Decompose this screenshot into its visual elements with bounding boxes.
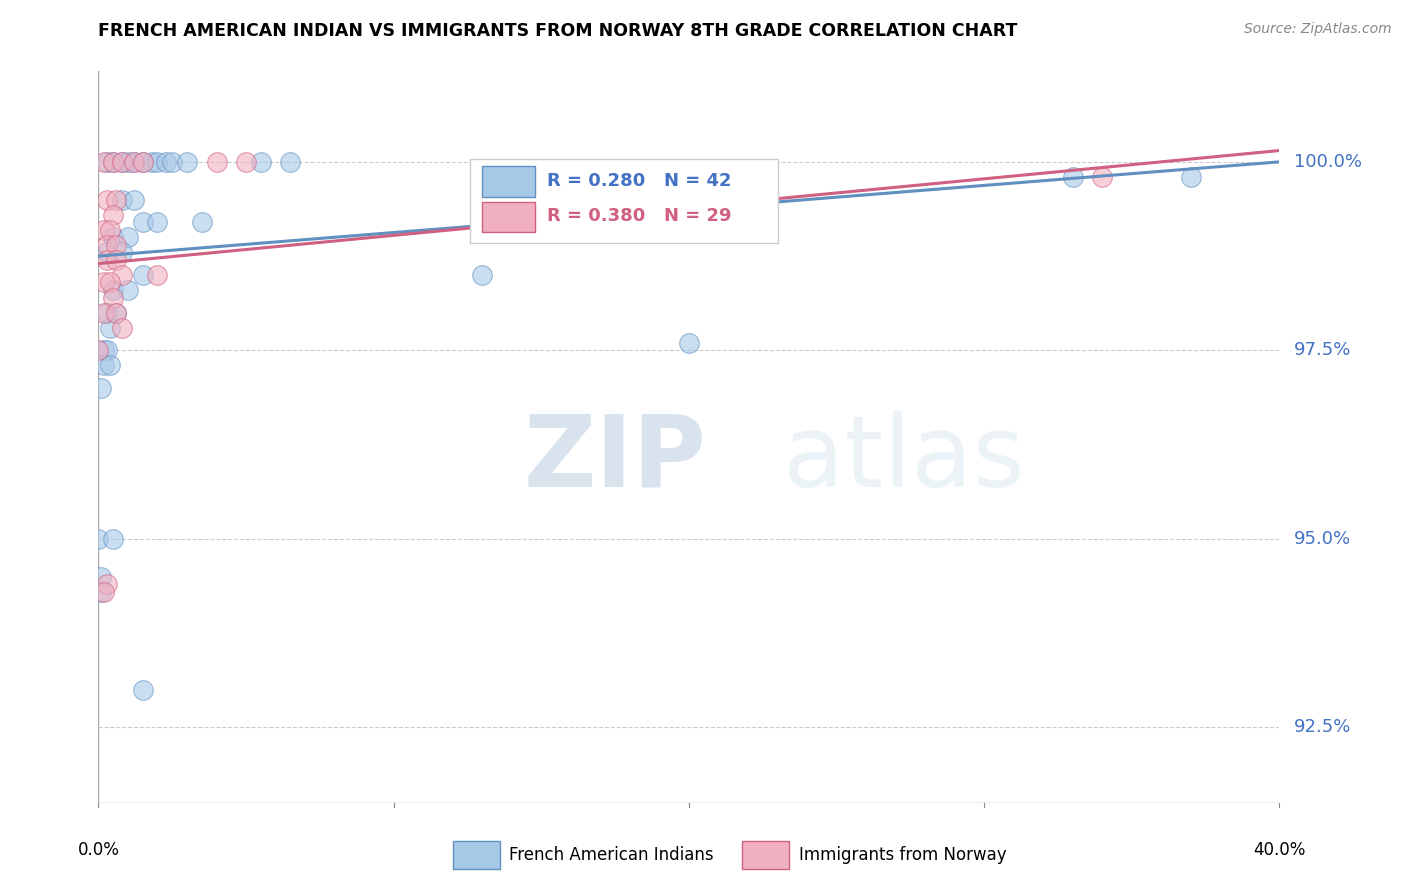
- Point: [111, 268, 134, 282]
- Point: [96, 306, 118, 320]
- Point: [235, 154, 257, 169]
- Point: [93, 359, 115, 373]
- Point: [122, 154, 145, 169]
- Point: [96, 245, 118, 260]
- Point: [93, 306, 115, 320]
- FancyBboxPatch shape: [482, 202, 536, 232]
- Point: [96, 252, 118, 267]
- Point: [93, 154, 115, 169]
- Point: [103, 208, 125, 222]
- Text: ZIP: ZIP: [523, 410, 706, 508]
- Text: 100.0%: 100.0%: [1294, 153, 1362, 171]
- Point: [1062, 169, 1084, 184]
- Point: [103, 230, 125, 244]
- Point: [471, 268, 494, 282]
- Point: [93, 584, 115, 599]
- Point: [98, 320, 121, 334]
- Point: [146, 268, 169, 282]
- Text: 0.0%: 0.0%: [77, 840, 120, 858]
- Text: 8th Grade: 8th Grade: [0, 392, 4, 483]
- Point: [105, 193, 128, 207]
- Point: [105, 306, 128, 320]
- Point: [98, 359, 121, 373]
- Point: [162, 154, 183, 169]
- Text: FRENCH AMERICAN INDIAN VS IMMIGRANTS FROM NORWAY 8TH GRADE CORRELATION CHART: FRENCH AMERICAN INDIAN VS IMMIGRANTS FRO…: [98, 22, 1018, 40]
- Point: [122, 154, 145, 169]
- Point: [132, 268, 155, 282]
- Point: [1180, 169, 1202, 184]
- Text: Source: ZipAtlas.com: Source: ZipAtlas.com: [1244, 22, 1392, 37]
- Point: [105, 252, 128, 267]
- Point: [98, 223, 121, 237]
- Text: Immigrants from Norway: Immigrants from Norway: [799, 846, 1007, 863]
- Point: [205, 154, 228, 169]
- Point: [146, 215, 169, 229]
- Point: [96, 237, 118, 252]
- Text: 40.0%: 40.0%: [1253, 840, 1306, 858]
- Point: [103, 283, 125, 297]
- Point: [191, 215, 214, 229]
- Point: [155, 154, 177, 169]
- Text: 92.5%: 92.5%: [1294, 718, 1351, 737]
- Point: [111, 320, 134, 334]
- Point: [117, 154, 139, 169]
- FancyBboxPatch shape: [742, 841, 789, 869]
- Point: [141, 154, 163, 169]
- Point: [250, 154, 273, 169]
- Text: 95.0%: 95.0%: [1294, 530, 1351, 548]
- Point: [103, 291, 125, 305]
- FancyBboxPatch shape: [482, 167, 536, 197]
- Point: [678, 335, 700, 350]
- Point: [132, 215, 155, 229]
- Point: [87, 532, 110, 546]
- Point: [111, 245, 134, 260]
- Point: [176, 154, 198, 169]
- Point: [132, 682, 155, 697]
- Point: [98, 276, 121, 290]
- Text: R = 0.280   N = 42: R = 0.280 N = 42: [547, 172, 731, 190]
- Point: [132, 154, 155, 169]
- Point: [117, 230, 139, 244]
- Point: [90, 584, 112, 599]
- Point: [111, 154, 134, 169]
- Point: [96, 154, 118, 169]
- Point: [132, 154, 155, 169]
- Text: French American Indians: French American Indians: [509, 846, 714, 863]
- Point: [93, 343, 115, 358]
- Point: [105, 237, 128, 252]
- Point: [111, 154, 134, 169]
- Point: [1091, 169, 1114, 184]
- Text: atlas: atlas: [783, 410, 1025, 508]
- Point: [278, 154, 302, 169]
- Point: [122, 193, 145, 207]
- Point: [111, 193, 134, 207]
- Point: [90, 381, 112, 395]
- Point: [105, 306, 128, 320]
- Point: [96, 343, 118, 358]
- Point: [146, 154, 169, 169]
- Point: [103, 154, 125, 169]
- Point: [93, 223, 115, 237]
- Point: [87, 343, 110, 358]
- Point: [96, 577, 118, 591]
- Point: [96, 193, 118, 207]
- Text: R = 0.380   N = 29: R = 0.380 N = 29: [547, 207, 731, 225]
- Point: [93, 276, 115, 290]
- FancyBboxPatch shape: [453, 841, 501, 869]
- Point: [117, 283, 139, 297]
- FancyBboxPatch shape: [471, 159, 778, 244]
- Point: [103, 154, 125, 169]
- Point: [103, 532, 125, 546]
- Point: [90, 569, 112, 583]
- Text: 97.5%: 97.5%: [1294, 342, 1351, 359]
